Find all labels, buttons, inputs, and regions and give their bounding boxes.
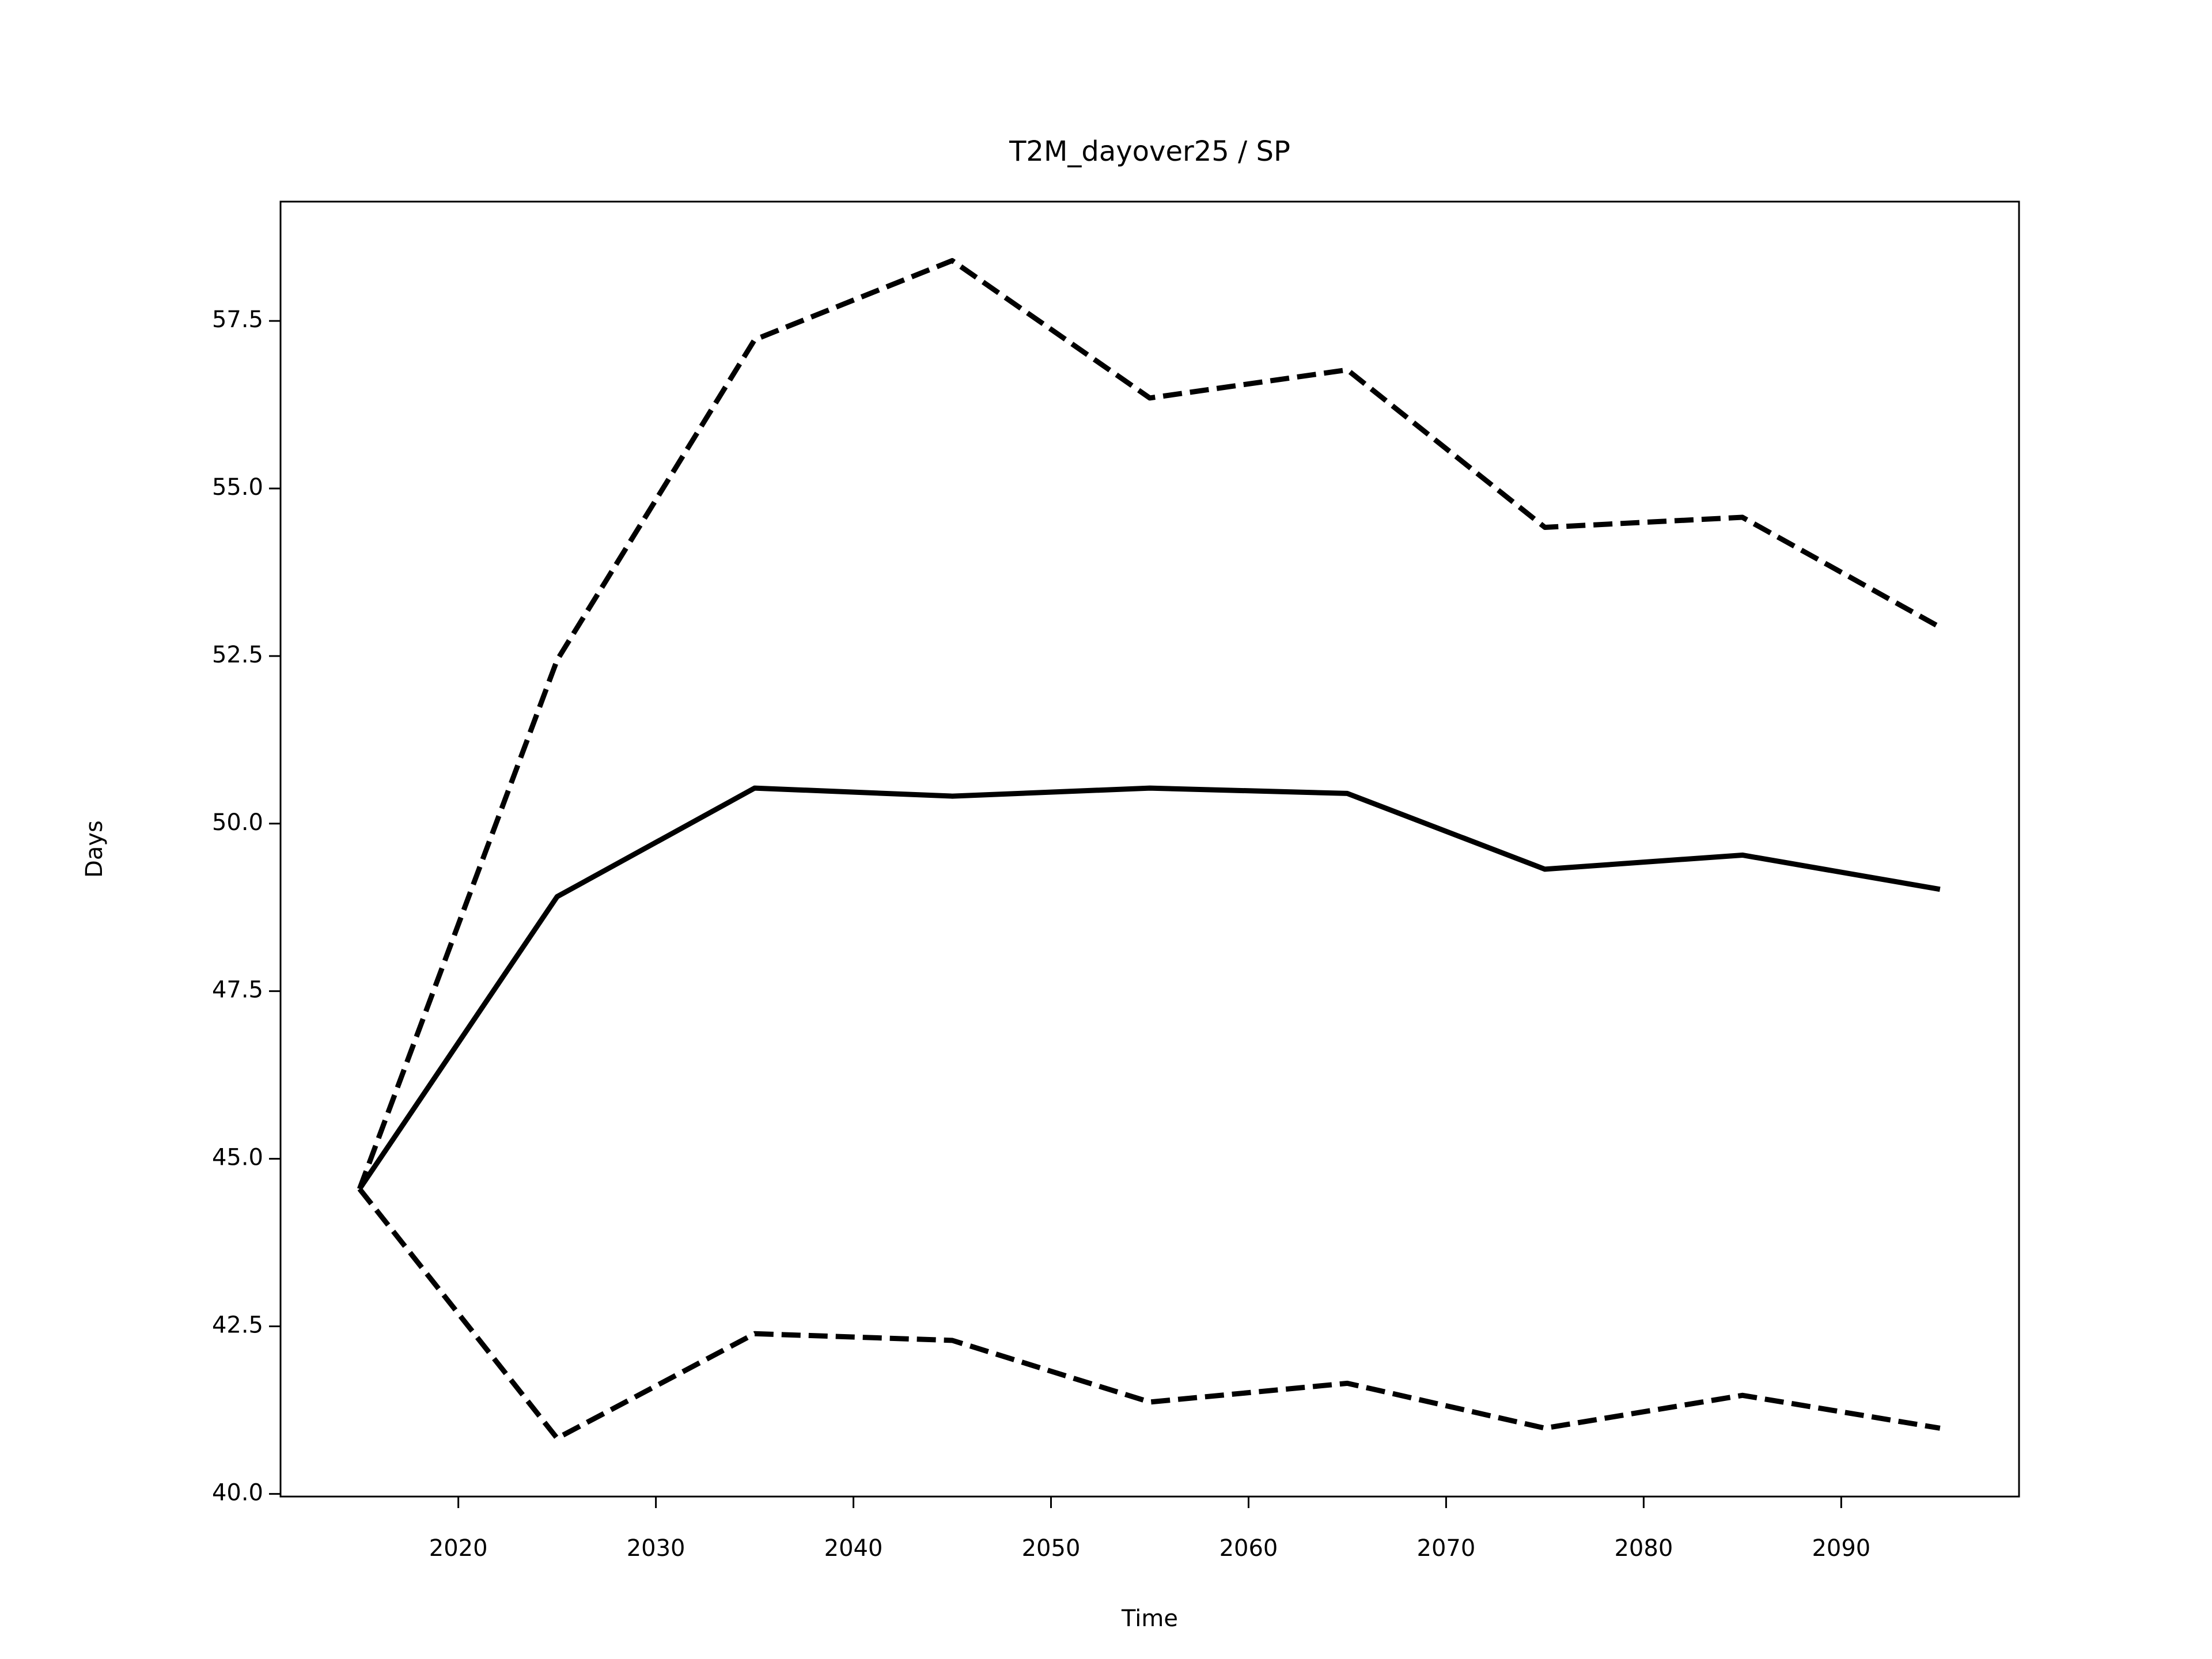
plot-frame <box>279 200 2020 1498</box>
y-tick-label: 50.0 <box>212 809 263 836</box>
x-tick-label: 2050 <box>1022 1535 1081 1562</box>
y-tick-label: 52.5 <box>212 642 263 668</box>
y-tick-label: 42.5 <box>212 1312 263 1338</box>
line-series <box>357 785 1941 1191</box>
y-tick-label: 57.5 <box>212 306 263 333</box>
x-tick-label: 2040 <box>824 1535 883 1562</box>
x-axis-label: Time <box>1121 1605 1178 1632</box>
y-tick-label: 47.5 <box>212 977 263 1003</box>
y-tick-label: 40.0 <box>212 1479 263 1506</box>
line-series <box>357 257 1942 1190</box>
x-tick-label: 2060 <box>1219 1535 1278 1562</box>
y-tick-label: 55.0 <box>212 474 263 501</box>
x-tick-label: 2090 <box>1812 1535 1870 1562</box>
x-tick-label: 2020 <box>429 1535 488 1562</box>
y-tick-label: 45.0 <box>212 1145 263 1171</box>
chart-title: T2M_dayover25 / SP <box>1009 135 1290 168</box>
x-tick-label: 2070 <box>1417 1535 1476 1562</box>
x-tick-label: 2080 <box>1614 1535 1673 1562</box>
line-series <box>357 1187 1941 1441</box>
y-axis-label: Days <box>81 820 108 878</box>
x-tick-label: 2030 <box>627 1535 685 1562</box>
